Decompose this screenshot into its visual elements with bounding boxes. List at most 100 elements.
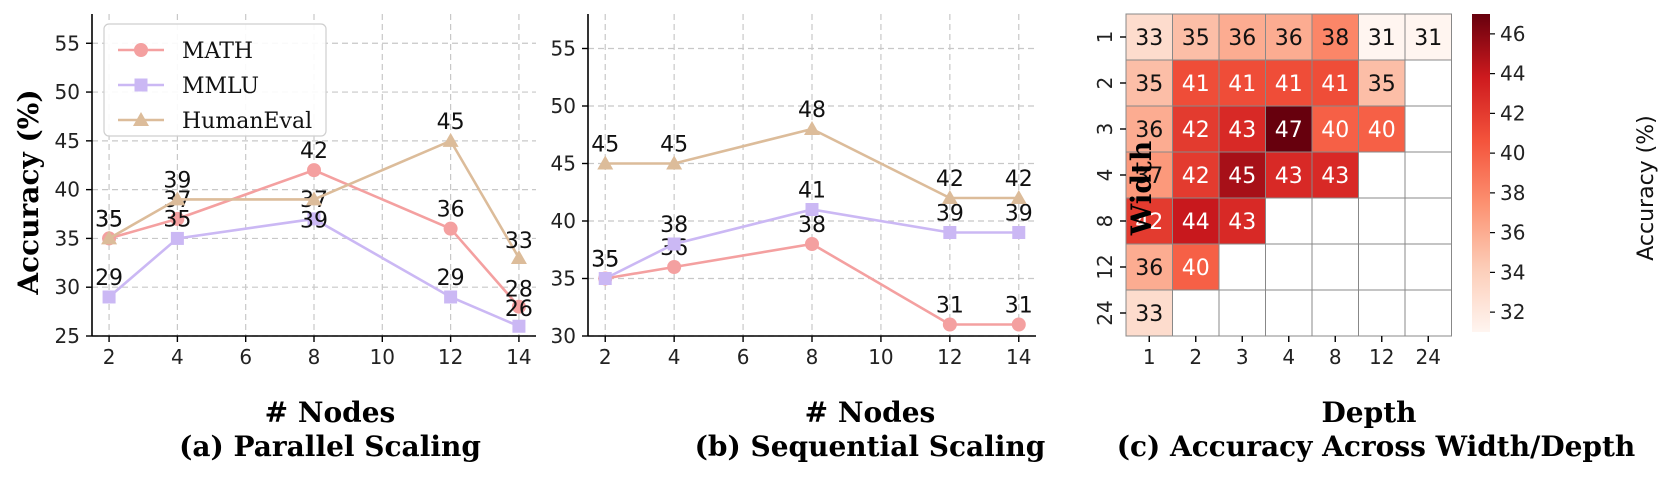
panel-b-math-data-label: 38 bbox=[798, 213, 826, 238]
panel-a-humaneval-data-label: 35 bbox=[95, 207, 123, 232]
panel-a-humaneval-data-label: 33 bbox=[505, 229, 533, 254]
panel-a-math-data-label: 35 bbox=[95, 207, 123, 232]
math-legend-label: MATH bbox=[182, 39, 253, 64]
panel-b-mmlu-point bbox=[943, 226, 957, 239]
panel-b-y-tick-label: 50 bbox=[551, 94, 576, 118]
panel-a-mmlu-data-label: 26 bbox=[505, 297, 533, 322]
humaneval-legend-label: HumanEval bbox=[182, 109, 312, 134]
heatmap-cell-label: 40 bbox=[1182, 256, 1210, 281]
heatmap-cell-label: 41 bbox=[1321, 72, 1349, 97]
panel-b-mmlu-data-label: 39 bbox=[936, 202, 964, 227]
panel-b-humaneval-point bbox=[804, 121, 820, 135]
heatmap-cell-label: 41 bbox=[1228, 72, 1256, 97]
math-legend-marker bbox=[134, 43, 148, 57]
panel-b-mmlu-data-label: 39 bbox=[1005, 202, 1033, 227]
heatmap-cell-label: 45 bbox=[1228, 164, 1256, 189]
heatmap-cell-label: 40 bbox=[1368, 118, 1396, 143]
panel-a-x-tick-label: 6 bbox=[239, 345, 252, 369]
heatmap-empty-cell bbox=[1265, 197, 1313, 245]
panel-a-legend: MATH MMLU HumanEval bbox=[103, 23, 327, 137]
panel-b-humaneval-point bbox=[1010, 190, 1027, 204]
panel-b-math-data-label: 31 bbox=[936, 294, 964, 319]
panel-b-humaneval-data-label: 42 bbox=[936, 167, 964, 192]
colorbar-tick-label: 36 bbox=[1500, 221, 1525, 245]
panel-c-ylabel: Width bbox=[1125, 141, 1158, 236]
panel-b-humaneval-point bbox=[666, 155, 683, 170]
heatmap-cell bbox=[1311, 105, 1359, 153]
panel-a-x-tick-label: 12 bbox=[438, 345, 463, 369]
panel-b-math-point bbox=[1011, 317, 1026, 332]
panel-b-x-tick-label: 14 bbox=[1006, 345, 1031, 369]
panel-a-humaneval-data-label: 39 bbox=[163, 168, 191, 193]
panel-b-mmlu-data-label: 41 bbox=[798, 179, 826, 204]
heatmap-cell-label: 35 bbox=[1368, 72, 1396, 97]
heatmap-y-tick-label: 3 bbox=[1093, 123, 1117, 136]
panel-a-legend-box bbox=[103, 23, 327, 137]
panel-a-y-tick-label: 35 bbox=[55, 226, 80, 250]
colorbar-tick-label: 34 bbox=[1500, 260, 1525, 284]
panel-a-mmlu-point bbox=[307, 212, 321, 226]
panel-b-math-point bbox=[805, 237, 819, 251]
panel-b-humaneval-data-label: 45 bbox=[660, 133, 688, 158]
panel-b-math-point bbox=[667, 260, 682, 274]
heatmap-cell bbox=[1172, 13, 1220, 61]
panel-a-math-data-label: 28 bbox=[505, 278, 533, 303]
panel-a-x-tick-label: 4 bbox=[171, 345, 184, 369]
panel-parallel-scaling: 2468101214253035404550553537423628293537… bbox=[55, 14, 536, 369]
panel-a-ylabel: Accuracy (%) bbox=[12, 89, 45, 295]
heatmap-y-tick-label: 1 bbox=[1093, 31, 1117, 44]
colorbar-tick-label: 40 bbox=[1500, 141, 1525, 165]
heatmap-empty-cell bbox=[1404, 151, 1452, 199]
heatmap-cell-label: 36 bbox=[1275, 26, 1303, 51]
heatmap-cell-label: 42 bbox=[1135, 210, 1163, 235]
panel-b-mmlu-point bbox=[805, 203, 819, 216]
colorbar-tick-label: 44 bbox=[1500, 62, 1525, 86]
panel-a-mmlu-data-label: 35 bbox=[163, 207, 191, 232]
panel-a-math-point bbox=[443, 221, 458, 236]
mmlu-legend-marker bbox=[134, 78, 148, 92]
heatmap-empty-cell bbox=[1311, 197, 1359, 245]
heatmap-empty-cell bbox=[1311, 289, 1359, 337]
panel-b-caption: (b) Sequential Scaling bbox=[695, 430, 1046, 463]
panel-a-math-data-label: 42 bbox=[300, 139, 328, 164]
panel-a-x-tick-label: 14 bbox=[506, 345, 531, 369]
panel-b-x-tick-label: 6 bbox=[737, 345, 750, 369]
panel-b-humaneval-data-label: 48 bbox=[798, 98, 826, 123]
colorbar-label: Accuracy (%) bbox=[1634, 115, 1659, 261]
heatmap-cell bbox=[1265, 151, 1313, 199]
panel-a-math-point bbox=[511, 299, 526, 314]
heatmap-cell-label: 42 bbox=[1182, 164, 1210, 189]
panel-b-mmlu-data-label: 38 bbox=[660, 213, 688, 238]
heatmap-empty-cell bbox=[1404, 197, 1452, 245]
heatmap-empty-cell bbox=[1358, 197, 1406, 245]
heatmap-empty-cell bbox=[1218, 243, 1266, 291]
heatmap-x-tick-label: 1 bbox=[1143, 345, 1156, 369]
heatmap-cell-label: 41 bbox=[1275, 72, 1303, 97]
heatmap-x-tick-label: 12 bbox=[1369, 345, 1394, 369]
colorbar-tick-label: 32 bbox=[1500, 300, 1525, 324]
panel-a-y-tick-label: 50 bbox=[55, 80, 80, 104]
heatmap-empty-cell bbox=[1358, 243, 1406, 291]
panel-a-humaneval-point bbox=[510, 249, 527, 264]
panel-b-y-tick-label: 40 bbox=[551, 209, 576, 233]
panel-a-mmlu-data-label: 29 bbox=[437, 266, 465, 291]
heatmap-cell-label: 43 bbox=[1228, 118, 1256, 143]
heatmap-cell-label: 33 bbox=[1135, 26, 1163, 51]
heatmap-x-tick-label: 4 bbox=[1282, 345, 1295, 369]
heatmap-x-tick-label: 2 bbox=[1189, 345, 1202, 369]
heatmap-cell-label: 31 bbox=[1414, 26, 1442, 51]
heatmap-cell-label: 41 bbox=[1182, 72, 1210, 97]
heatmap-y-tick-label: 12 bbox=[1093, 254, 1117, 279]
heatmap-empty-cell bbox=[1311, 243, 1359, 291]
panel-a-x-tick-label: 8 bbox=[308, 345, 321, 369]
heatmap-y-tick-label: 2 bbox=[1093, 77, 1117, 90]
heatmap-empty-cell bbox=[1404, 289, 1452, 337]
heatmap-x-tick-label: 8 bbox=[1329, 345, 1342, 369]
panel-b-mmlu-point bbox=[667, 237, 681, 251]
panel-b-x-tick-label: 8 bbox=[806, 345, 819, 369]
heatmap-empty-cell bbox=[1404, 59, 1452, 107]
panel-a-humaneval-point bbox=[442, 132, 459, 147]
colorbar bbox=[1472, 14, 1490, 332]
